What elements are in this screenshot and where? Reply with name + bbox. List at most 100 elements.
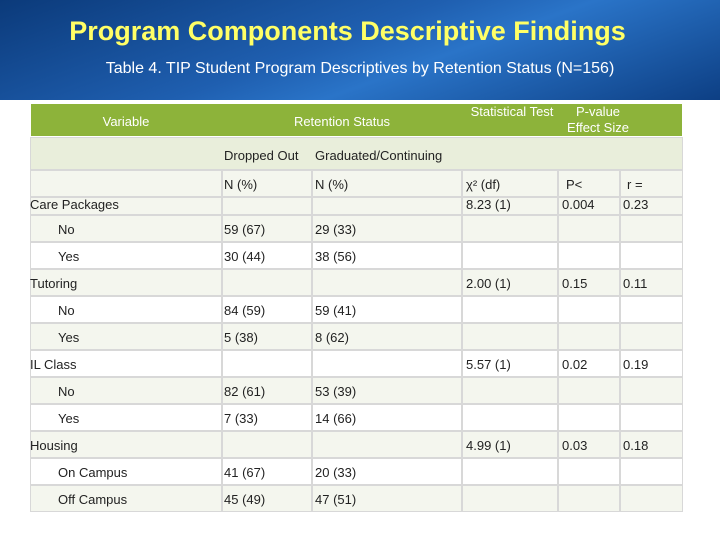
- dropped-value: 59 (67): [224, 222, 266, 237]
- table-cell: [558, 350, 620, 377]
- table-cell: [620, 431, 683, 458]
- table-cell: [462, 242, 558, 269]
- table-cell: [222, 377, 312, 404]
- table-cell: [462, 377, 558, 404]
- table-cell: [312, 323, 462, 350]
- table-cell: [462, 215, 558, 242]
- header-cell: Statistical Test: [470, 104, 554, 119]
- table-cell: [222, 242, 312, 269]
- table-cell: [312, 197, 462, 215]
- table-cell: [222, 170, 312, 197]
- graduated-value: 38 (56): [315, 249, 357, 264]
- table-cell: [222, 269, 312, 296]
- table-cell: [30, 215, 222, 242]
- table-cell: [312, 485, 462, 512]
- table-cell: [222, 197, 312, 215]
- p-value: 0.02: [562, 357, 588, 372]
- table-cell: [620, 296, 683, 323]
- graduated-value: 20 (33): [315, 465, 357, 480]
- subheader-cell: Dropped Out: [224, 148, 299, 163]
- table-cell: [312, 458, 462, 485]
- table-cell: [558, 215, 620, 242]
- effect-size: 0.19: [623, 357, 649, 372]
- table-cell: [558, 242, 620, 269]
- table-cell: [558, 323, 620, 350]
- table-cell: [312, 215, 462, 242]
- table-cell: [30, 269, 222, 296]
- table-cell: [30, 170, 222, 197]
- table-cell: [30, 350, 222, 377]
- table-cell: [558, 296, 620, 323]
- table-cell: [312, 350, 462, 377]
- table-cell: [312, 404, 462, 431]
- table-cell: [462, 404, 558, 431]
- graduated-value: 8 (62): [315, 330, 349, 345]
- table-cell: [30, 485, 222, 512]
- table-cell: [558, 485, 620, 512]
- stat-label: r =: [627, 177, 643, 192]
- test-value: 2.00 (1): [466, 276, 511, 291]
- effect-size: 0.23: [623, 197, 649, 212]
- table-cell: [558, 170, 620, 197]
- table-cell: [462, 269, 558, 296]
- row-label: On Campus: [58, 465, 128, 480]
- table-cell: [462, 431, 558, 458]
- row-label: No: [58, 222, 75, 237]
- table-cell: [620, 458, 683, 485]
- table-cell: [222, 458, 312, 485]
- table-cell: [312, 431, 462, 458]
- stat-label: P<: [566, 177, 583, 192]
- table-cell: [620, 350, 683, 377]
- table-cell: [222, 296, 312, 323]
- table-cell: [462, 458, 558, 485]
- header-cell: P-value Effect Size: [567, 104, 629, 135]
- stat-label: N (%): [224, 177, 258, 192]
- table-cell: [312, 242, 462, 269]
- table-cell: [30, 323, 222, 350]
- table-cell: [558, 377, 620, 404]
- table-cell: [222, 404, 312, 431]
- table-cell: [620, 377, 683, 404]
- table-cell: [312, 170, 462, 197]
- table-cell: [620, 485, 683, 512]
- table-cell: [30, 431, 222, 458]
- effect-size: 0.18: [623, 438, 649, 453]
- dropped-value: 7 (33): [224, 411, 258, 426]
- table-cell: [222, 350, 312, 377]
- table-cell: [222, 485, 312, 512]
- table-cell: [620, 269, 683, 296]
- header-cell: Variable: [102, 114, 150, 129]
- header-cell: Retention Status: [293, 114, 391, 129]
- table-cell: [558, 458, 620, 485]
- test-value: 4.99 (1): [466, 438, 511, 453]
- test-value: 5.57 (1): [466, 357, 511, 372]
- table-cell: [620, 323, 683, 350]
- table-cell: [30, 377, 222, 404]
- row-label: No: [58, 303, 75, 318]
- banner: [0, 0, 720, 100]
- dropped-value: 82 (61): [224, 384, 266, 399]
- title: Program Components Descriptive Findings: [69, 16, 626, 46]
- test-value: 8.23 (1): [466, 197, 511, 212]
- dropped-value: 5 (38): [224, 330, 258, 345]
- table-cell: [620, 215, 683, 242]
- table-cell: [620, 242, 683, 269]
- stat-label: N (%): [315, 177, 349, 192]
- effect-size: 0.11: [623, 276, 648, 291]
- row-label: Yes: [58, 330, 80, 345]
- table-cell: [30, 242, 222, 269]
- p-value: 0.004: [562, 197, 595, 212]
- table-cell: [558, 431, 620, 458]
- subheader-cell: Graduated/Continuing: [315, 148, 443, 163]
- graduated-value: 47 (51): [315, 492, 357, 507]
- table-cell: [312, 269, 462, 296]
- table-cell: [30, 296, 222, 323]
- dropped-value: 84 (59): [224, 303, 266, 318]
- graduated-value: 59 (41): [315, 303, 357, 318]
- table-cell: [462, 323, 558, 350]
- table-cell: [222, 431, 312, 458]
- table-cell: [30, 458, 222, 485]
- group-label: Housing: [30, 438, 78, 453]
- group-label: Tutoring: [30, 276, 78, 291]
